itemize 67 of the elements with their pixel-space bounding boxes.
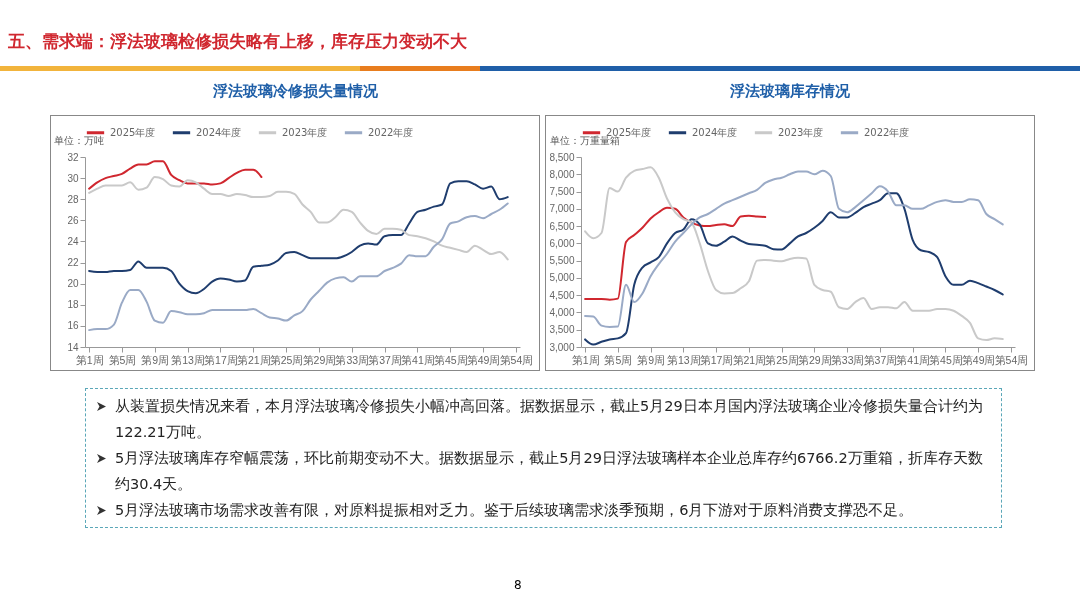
x-tick-label: 第25周 bbox=[269, 353, 304, 366]
legend-label: 2023年度 bbox=[282, 126, 328, 138]
x-tick-label: 第41周 bbox=[896, 353, 930, 366]
line-series bbox=[584, 192, 1004, 346]
x-tick-label: 第9周 bbox=[141, 353, 170, 366]
x-tick-label: 第5周 bbox=[108, 353, 137, 366]
y-tick-label: 18 bbox=[67, 299, 79, 311]
x-tick-label: 第9周 bbox=[637, 353, 666, 366]
x-tick-label: 第13周 bbox=[171, 353, 205, 366]
x-tick-label: 第25周 bbox=[765, 353, 799, 366]
y-tick-label: 3,000 bbox=[549, 341, 575, 353]
y-tick-label: 4,000 bbox=[549, 306, 575, 318]
x-tick-label: 第33周 bbox=[830, 353, 865, 366]
chart-title: 浮法玻璃库存情况 bbox=[729, 82, 851, 101]
y-tick-label: 5,500 bbox=[549, 255, 575, 267]
x-tick-label: 第17周 bbox=[204, 353, 238, 366]
chart-title: 浮法玻璃冷修损失量情况 bbox=[211, 82, 379, 101]
text: 从装置损失情况来看，本月浮法玻璃冷修损失小幅冲高回落。据数据显示，截止5月29日本月国内浮法玻璃企业冷修损失量合计约为122.21万吨。 bbox=[115, 397, 984, 442]
line-series bbox=[88, 160, 263, 190]
text: 5月浮法玻璃库存窄幅震荡，环比前期变动不大。据数据显示，截止5月29日浮法玻璃样本企业总库存约6766.2万重箱，折库存天数约30.4天。 bbox=[115, 449, 984, 494]
y-tick-label: 6,000 bbox=[549, 237, 575, 249]
y-tick-label: 32 bbox=[67, 151, 79, 163]
legend-label: 2025年度 bbox=[110, 126, 156, 138]
y-tick-label: 3,500 bbox=[549, 324, 575, 336]
x-tick-label: 第41周 bbox=[401, 353, 435, 366]
x-tick-label: 第45周 bbox=[929, 353, 963, 366]
y-tick-label: 7,000 bbox=[549, 203, 575, 215]
y-tick-label: 6,500 bbox=[549, 220, 575, 232]
y-tick-label: 7,500 bbox=[549, 186, 575, 198]
y-tick-label: 8,000 bbox=[549, 168, 575, 180]
x-tick-label: 第54周 bbox=[499, 353, 534, 366]
text: 五、需求端：浮法玻璃检修损失略有上移，库存压力变动不大 bbox=[8, 30, 467, 53]
y-tick-label: 20 bbox=[67, 278, 79, 290]
text: 5月浮法玻璃市场需求改善有限，对原料提振相对乏力。鉴于后续玻璃需求淡季预期，6月下游对于原料消费支撑恐不足。 bbox=[115, 501, 914, 520]
legend-label: 2022年度 bbox=[864, 126, 910, 138]
y-tick-label: 24 bbox=[67, 235, 79, 247]
x-tick-label: 第49周 bbox=[466, 353, 501, 366]
x-tick-label: 第49周 bbox=[961, 353, 996, 366]
legend-label: 2024年度 bbox=[692, 126, 738, 138]
y-tick-label: 28 bbox=[67, 193, 79, 205]
x-tick-label: 第21周 bbox=[236, 353, 271, 366]
legend-label: 2023年度 bbox=[778, 126, 824, 138]
y-tick-label: 4,500 bbox=[549, 289, 575, 301]
x-tick-label: 第45周 bbox=[433, 353, 468, 366]
line-series bbox=[584, 206, 767, 301]
line-series bbox=[88, 176, 509, 261]
y-tick-label: 26 bbox=[67, 214, 79, 226]
text: 8 bbox=[514, 578, 522, 592]
y-tick-label: 30 bbox=[67, 172, 79, 184]
y-tick-label: 16 bbox=[67, 320, 79, 332]
x-tick-label: 第54周 bbox=[994, 353, 1029, 366]
x-tick-label: 第29周 bbox=[798, 353, 832, 366]
legend-label: 2024年度 bbox=[196, 126, 242, 138]
y-tick-label: 5,000 bbox=[549, 272, 575, 284]
x-tick-label: 第13周 bbox=[667, 353, 701, 366]
x-tick-label: 第37周 bbox=[368, 353, 402, 366]
x-tick-label: 第1周 bbox=[75, 353, 104, 366]
x-tick-label: 第17周 bbox=[699, 353, 734, 366]
y-tick-label: 14 bbox=[67, 341, 79, 353]
line-series bbox=[88, 202, 509, 332]
y-tick-label: 8,500 bbox=[549, 151, 575, 163]
line-series bbox=[88, 180, 509, 295]
legend-label: 2022年度 bbox=[368, 126, 414, 138]
y-axis-title: 单位：万吨 bbox=[53, 134, 104, 146]
x-tick-label: 第5周 bbox=[604, 353, 633, 366]
x-tick-label: 第1周 bbox=[571, 353, 600, 366]
y-tick-label: 22 bbox=[67, 257, 79, 269]
